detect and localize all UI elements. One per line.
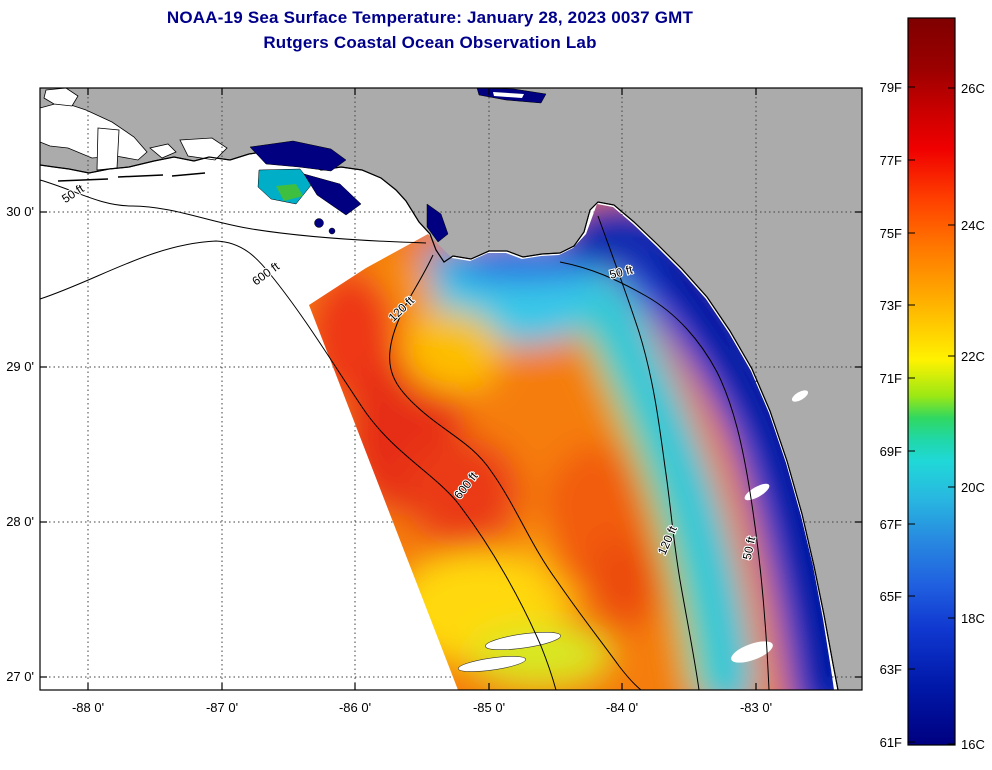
- cbar-f-label: 67F: [880, 517, 902, 532]
- marsh-and-bays: [39, 87, 228, 171]
- x-tick-label: -87 0': [206, 700, 238, 715]
- y-axis-labels: 30 0' 29 0' 28 0' 27 0': [6, 204, 34, 684]
- y-tick-label: 30 0': [6, 204, 34, 219]
- cloud-patch: [731, 641, 773, 663]
- cbar-f-label: 75F: [880, 226, 902, 241]
- cbar-c-label: 18C: [961, 611, 985, 626]
- cloud-patch: [485, 631, 561, 651]
- cbar-f-label: 69F: [880, 444, 902, 459]
- cbar-f-label: 65F: [880, 589, 902, 604]
- cloud-patch: [791, 390, 809, 402]
- cbar-f-label: 63F: [880, 662, 902, 677]
- cold-bay-patches: [249, 87, 547, 243]
- contour-600ft: [39, 240, 557, 691]
- louisiana-marsh: [39, 101, 148, 161]
- barrier-islands: [57, 172, 206, 182]
- cloud-patch: [458, 656, 526, 672]
- cbar-c-label: 22C: [961, 349, 985, 364]
- x-tick-label: -83 0': [740, 700, 772, 715]
- mobile-bay: [96, 127, 120, 171]
- sst-swath: [309, 204, 834, 690]
- cbar-c-label: 16C: [961, 737, 985, 752]
- cbar-f-label: 73F: [880, 298, 902, 313]
- cbar-c-label: 20C: [961, 480, 985, 495]
- colorbar-fahrenheit-labels: 79F 77F 75F 73F 71F 69F 67F 65F 63F 61F: [880, 80, 902, 750]
- contour-120ft-west: [389, 254, 642, 691]
- y-tick-label: 27 0': [6, 669, 34, 684]
- x-axis-labels: -88 0' -87 0' -86 0' -85 0' -84 0' -83 0…: [72, 700, 772, 715]
- y-tick-label: 28 0': [6, 514, 34, 529]
- page-title: NOAA-19 Sea Surface Temperature: January…: [166, 8, 694, 27]
- contour-120ft-east: [597, 215, 700, 691]
- cbar-f-label: 71F: [880, 371, 902, 386]
- coastline: [39, 150, 839, 691]
- cbar-f-label: 79F: [880, 80, 902, 95]
- contour-label: 50 ft: [740, 535, 759, 561]
- y-tick-label: 29 0': [6, 359, 34, 374]
- cbar-f-label: 61F: [880, 735, 902, 750]
- contour-50ft-east: [559, 261, 770, 691]
- cbar-f-label: 77F: [880, 153, 902, 168]
- x-tick-label: -88 0': [72, 700, 104, 715]
- colorbar-celsius-labels: 26C 24C 22C 20C 18C 16C: [961, 81, 985, 752]
- x-tick-label: -86 0': [339, 700, 371, 715]
- cbar-c-label: 24C: [961, 218, 985, 233]
- inlet: [149, 143, 177, 159]
- colorbar-ticks: [908, 86, 955, 745]
- axes-box: [39, 87, 863, 691]
- contour-label: 50 ft: [608, 262, 635, 281]
- pensacola-bay: [179, 137, 228, 161]
- depth-contours: [39, 179, 770, 691]
- colorbar: 79F 77F 75F 73F 71F 69F 67F 65F 63F 61F …: [880, 17, 985, 752]
- x-tick-label: -84 0': [606, 700, 638, 715]
- cbar-c-label: 26C: [961, 81, 985, 96]
- axis-ticks: [40, 88, 862, 690]
- x-tick-label: -85 0': [473, 700, 505, 715]
- colorbar-gradient: [907, 17, 956, 746]
- contour-50ft-west: [39, 179, 427, 244]
- page-subtitle: Rutgers Coastal Ocean Observation Lab: [263, 33, 597, 52]
